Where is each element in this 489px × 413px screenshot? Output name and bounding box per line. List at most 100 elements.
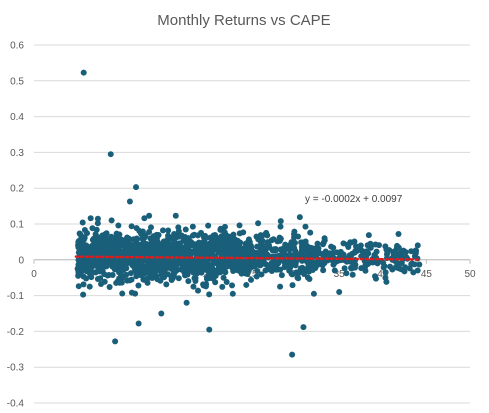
scatter-point	[191, 258, 198, 265]
scatter-point	[313, 259, 320, 266]
scatter-point	[357, 242, 364, 249]
scatter-point	[294, 270, 301, 277]
scatter-point	[195, 287, 202, 294]
scatter-point	[321, 237, 328, 244]
scatter-point	[116, 279, 123, 286]
scatter-point	[413, 247, 420, 254]
x-tick-label: 35	[334, 269, 346, 280]
scatter-point	[109, 271, 116, 278]
scatter-point	[380, 264, 387, 271]
scatter-point	[94, 215, 101, 222]
scatter-point	[341, 265, 348, 272]
y-tick-label: 0.3	[10, 148, 24, 159]
scatter-point	[189, 232, 196, 239]
scatter-point	[387, 263, 394, 270]
scatter-point	[127, 270, 134, 277]
scatter-point	[175, 275, 182, 282]
scatter-point	[255, 235, 262, 242]
scatter-point	[230, 263, 237, 270]
scatter-point	[219, 283, 226, 290]
scatter-point	[128, 289, 135, 296]
scatter-point	[150, 245, 157, 252]
scatter-point	[258, 247, 265, 254]
scatter-point	[264, 240, 271, 247]
scatter-point	[236, 240, 243, 247]
scatter-point	[147, 235, 154, 242]
scatter-point	[192, 275, 199, 282]
scatter-point	[180, 237, 187, 244]
scatter-point	[367, 244, 374, 251]
scatter-point	[146, 212, 153, 219]
scatter-point	[229, 282, 236, 289]
scatter-point	[228, 234, 235, 241]
scatter-point	[163, 281, 170, 288]
scatter-point	[305, 268, 312, 275]
scatter-point	[94, 275, 101, 282]
scatter-point	[337, 248, 344, 255]
scatter-point	[112, 338, 119, 345]
x-tick-label: 50	[464, 269, 476, 280]
scatter-point	[315, 245, 322, 252]
scatter-point	[151, 269, 158, 276]
x-tick-label: 40	[377, 269, 389, 280]
scatter-point	[210, 274, 217, 281]
scatter-point	[99, 243, 106, 250]
scatter-point	[220, 227, 227, 234]
scatter-point	[166, 262, 173, 269]
scatter-point	[184, 238, 191, 245]
y-tick-label: 0.6	[10, 41, 24, 52]
scatter-point	[236, 260, 243, 267]
scatter-point	[349, 271, 356, 278]
scatter-point	[126, 236, 133, 243]
scatter-point	[254, 268, 261, 274]
scatter-point	[120, 258, 127, 265]
scatter-point	[291, 228, 298, 235]
scatter-point	[141, 270, 147, 277]
scatter-point	[128, 223, 135, 230]
trendline-group	[74, 255, 421, 261]
scatter-point	[351, 264, 358, 271]
scatter-point	[158, 310, 165, 317]
scatter-point	[200, 238, 207, 245]
scatter-point	[123, 271, 130, 278]
scatter-point	[358, 265, 365, 272]
scatter-point	[190, 283, 197, 290]
scatter-point	[289, 282, 296, 289]
scatter-point	[86, 283, 93, 290]
scatter-point	[393, 250, 400, 257]
scatter-point	[307, 229, 314, 236]
scatter-point	[310, 290, 317, 297]
scatter-point	[152, 235, 159, 242]
scatter-point	[81, 226, 88, 233]
scatter-point	[414, 267, 421, 274]
scatter-point	[288, 270, 295, 277]
scatter-point	[251, 249, 258, 256]
scatter-point	[198, 229, 205, 236]
scatter-point	[77, 248, 84, 255]
scatter-point	[106, 284, 113, 291]
scatter-point	[98, 260, 105, 267]
scatter-point	[107, 151, 114, 158]
scatter-point	[168, 248, 175, 255]
scatter-point	[135, 282, 142, 289]
scatter-point	[140, 245, 147, 252]
scatter-point	[89, 225, 96, 232]
scatter-point	[209, 236, 216, 243]
scatter-point	[80, 291, 87, 298]
scatter-point	[372, 241, 379, 248]
scatter-point	[329, 249, 336, 256]
scatter-point	[223, 278, 230, 285]
scatter-point	[269, 247, 276, 254]
scatter-point	[209, 241, 216, 248]
scatter-point	[393, 264, 400, 271]
scatter-point	[174, 249, 181, 256]
scatter-point	[111, 250, 118, 257]
scatter-point	[87, 267, 94, 274]
scatter-point	[383, 251, 390, 258]
scatter-point	[195, 250, 202, 257]
scatter-point	[146, 229, 153, 236]
scatter-point	[240, 229, 247, 236]
x-tick-label: 25	[246, 269, 258, 280]
x-tick-label: 0	[31, 269, 37, 280]
